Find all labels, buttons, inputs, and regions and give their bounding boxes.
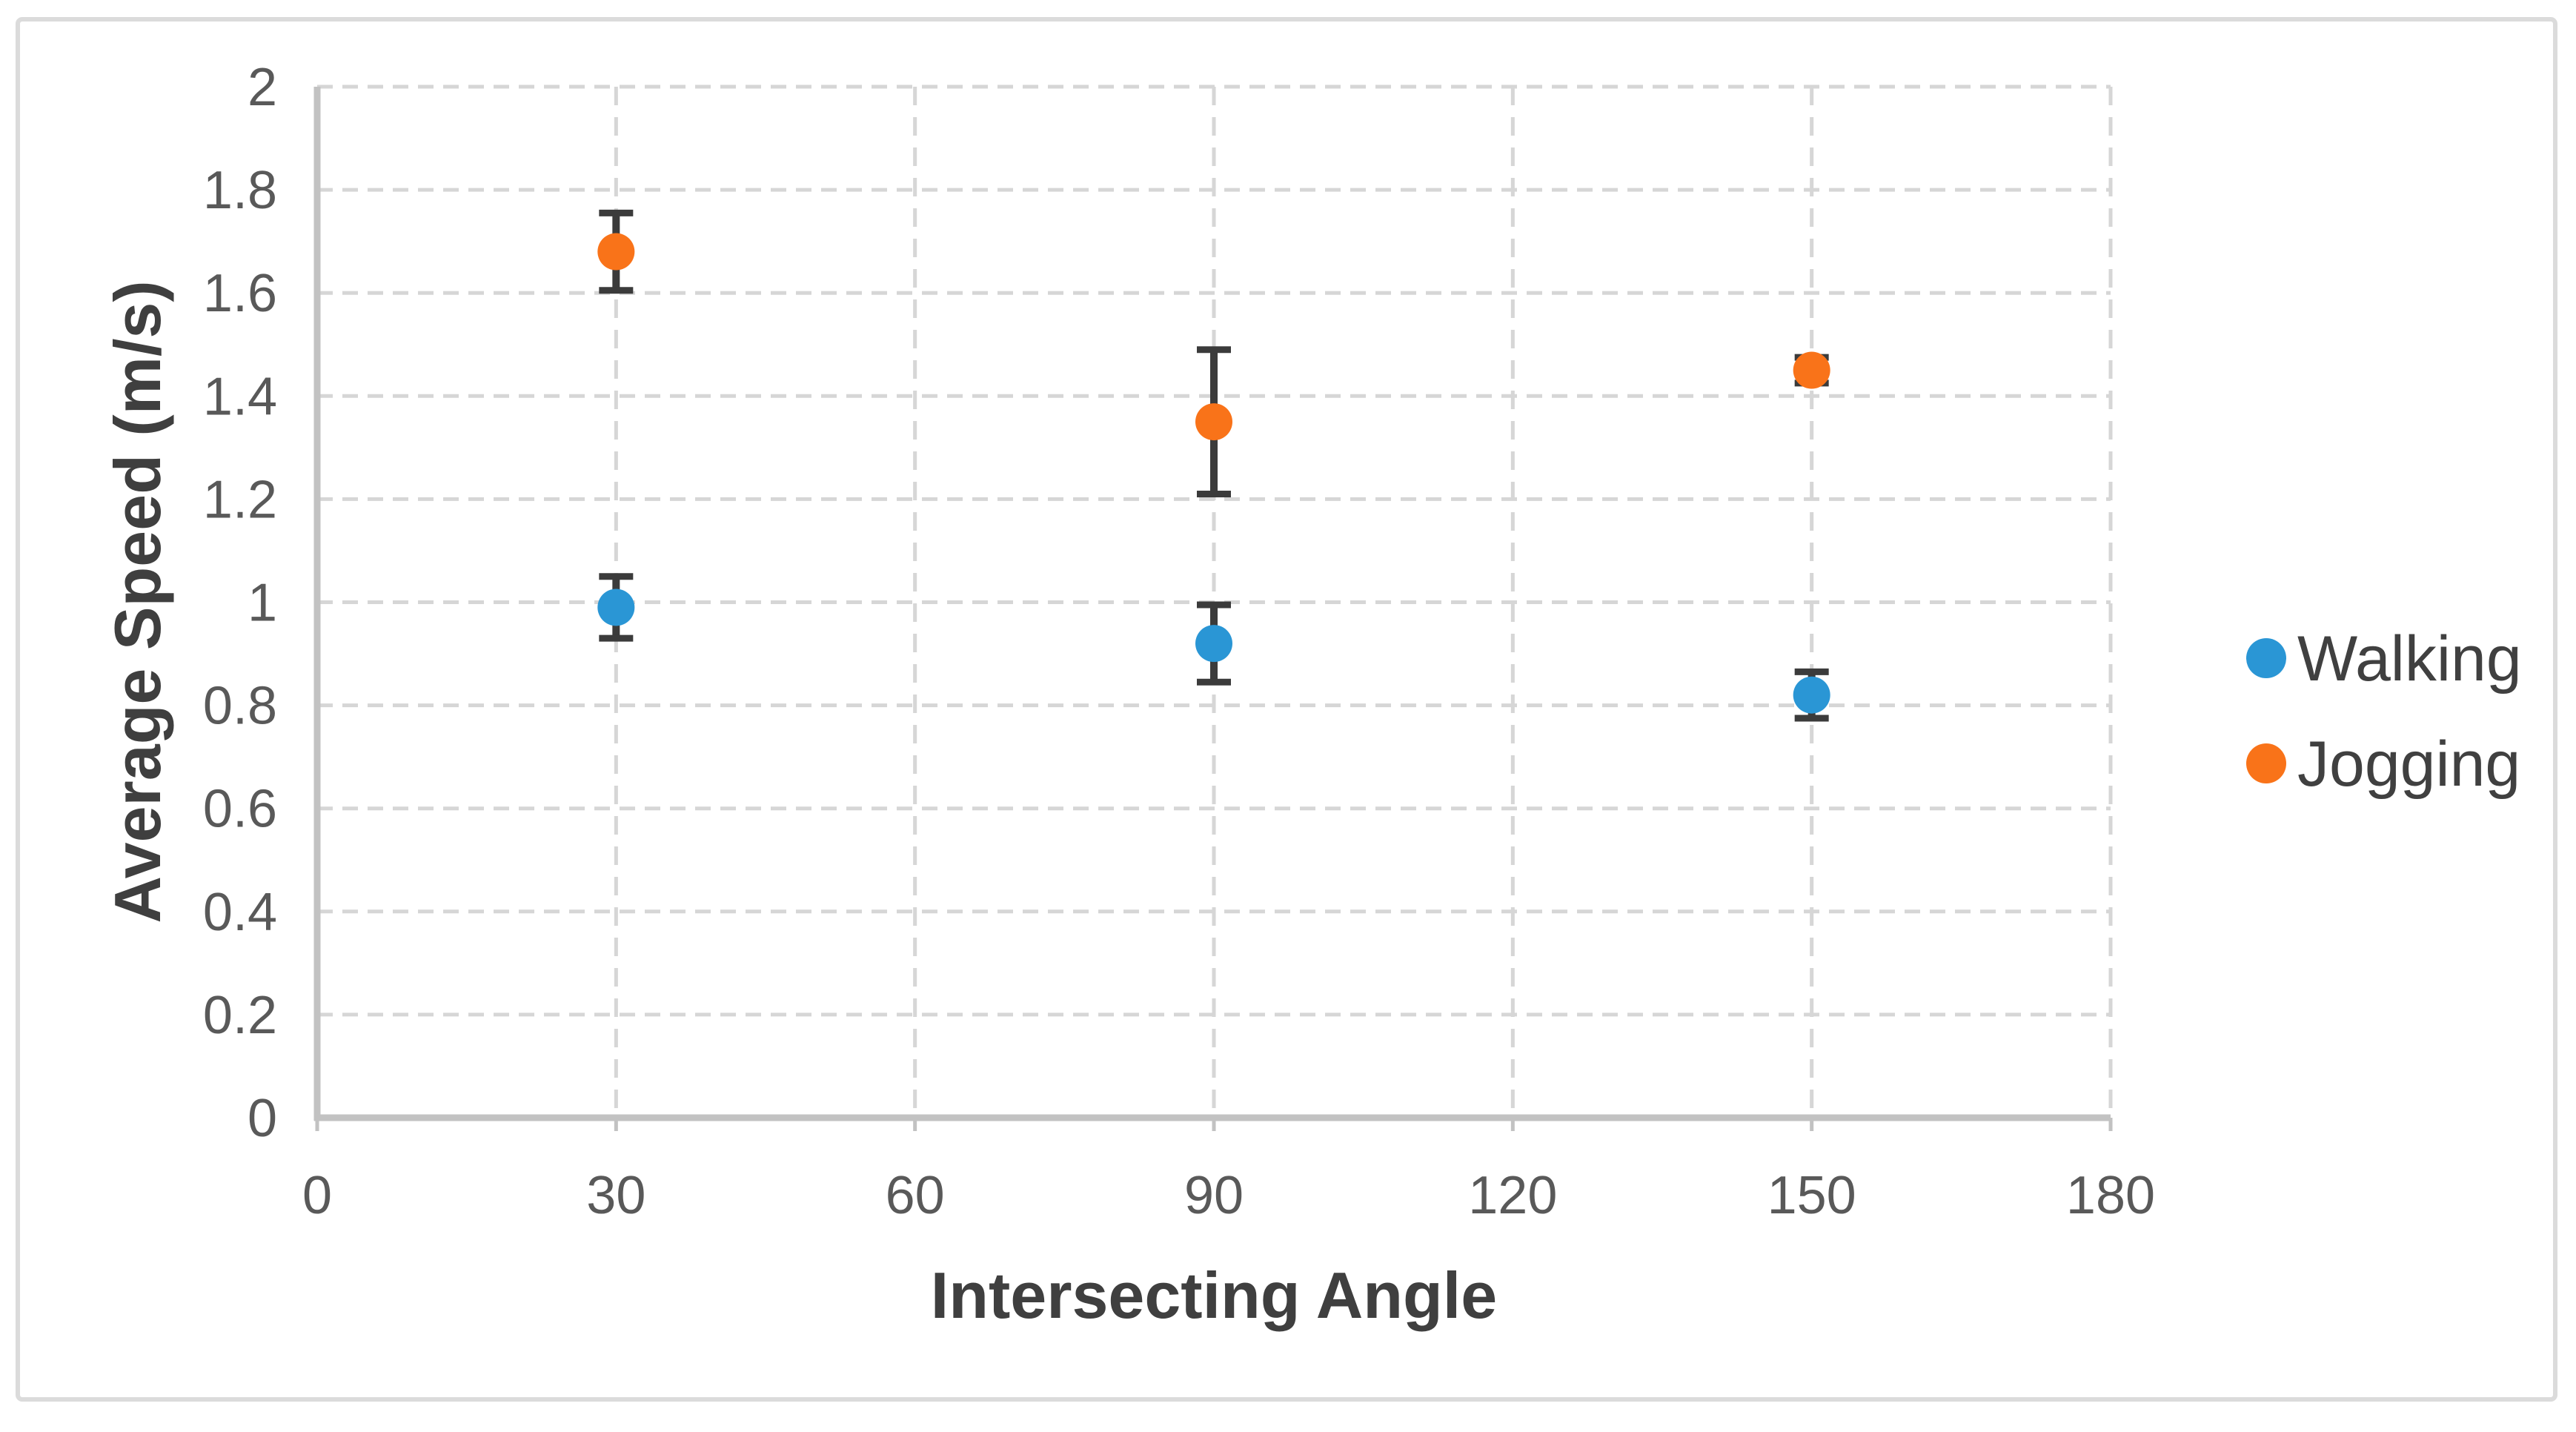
data-points-layer xyxy=(597,233,1830,714)
walking-marker-icon xyxy=(2246,638,2286,678)
legend-label-jogging: Jogging xyxy=(2297,729,2520,800)
data-point-jogging xyxy=(597,233,635,271)
y-tick-label: 1.4 xyxy=(203,367,277,426)
tick-labels-layer: 0 0.2 0.4 0.6 0.8 1 1.2 1.4 1.6 1.8 2 0 30 60 90 120 150… xyxy=(203,58,2155,1225)
legend-item-jogging: Jogging xyxy=(2246,729,2520,800)
x-tick-label: 0 xyxy=(302,1166,332,1225)
x-tick-label: 90 xyxy=(1184,1166,1244,1225)
y-tick-label: 1.8 xyxy=(203,161,277,220)
legend-label-walking: Walking xyxy=(2297,623,2522,695)
y-tick-label: 0.6 xyxy=(203,780,277,839)
chart-border xyxy=(16,17,2557,1402)
data-point-walking xyxy=(1195,625,1232,663)
x-tick-label: 120 xyxy=(1468,1166,1557,1225)
x-tick-label: 150 xyxy=(1767,1166,1856,1225)
x-tick-label: 60 xyxy=(886,1166,945,1225)
y-tick-label: 0.8 xyxy=(203,677,277,736)
y-tick-label: 1.6 xyxy=(203,264,277,323)
legend-item-walking: Walking xyxy=(2246,623,2522,695)
jogging-marker-icon xyxy=(2246,743,2286,783)
legend: Walking Jogging xyxy=(2246,623,2522,800)
y-tick-label: 0 xyxy=(248,1089,277,1148)
x-tick-label: 30 xyxy=(586,1166,645,1225)
y-tick-label: 0.2 xyxy=(203,986,277,1045)
y-tick-label: 2 xyxy=(248,58,277,117)
y-tick-label: 0.4 xyxy=(203,883,277,942)
data-point-walking xyxy=(1793,676,1830,714)
data-point-jogging xyxy=(1793,351,1830,389)
y-axis-title: Average Speed (m/s) xyxy=(101,280,174,923)
axes-layer xyxy=(313,87,2113,1131)
y-tick-label: 1 xyxy=(248,574,277,633)
y-tick-label: 1.2 xyxy=(203,470,277,529)
data-point-jogging xyxy=(1195,403,1232,441)
x-axis-title: Intersecting Angle xyxy=(931,1259,1497,1332)
data-point-walking xyxy=(597,589,635,626)
x-tick-label: 180 xyxy=(2066,1166,2155,1225)
